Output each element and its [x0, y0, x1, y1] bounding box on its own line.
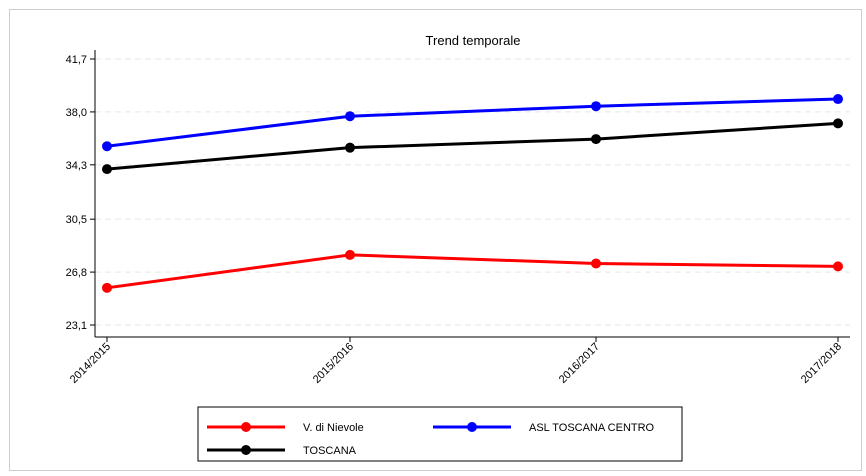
data-point: [833, 94, 843, 105]
series-3: [102, 118, 843, 175]
chart-frame: Trend temporale 41,7 38,0 34,3 30,5 26,8 23,1…: [9, 9, 862, 471]
x-tick-label: 2017/2018: [799, 341, 844, 386]
axes: [90, 50, 850, 342]
x-tick-labels: 2014/2015 2015/2016 2016/2017 2017/2018: [68, 341, 844, 386]
data-point: [591, 134, 601, 145]
legend-item: V. di Nievole: [207, 422, 364, 434]
legend-box: [197, 406, 683, 462]
series-lines: [102, 94, 843, 293]
y-tick-label: 23,1: [66, 320, 87, 332]
y-tick-label: 30,5: [66, 214, 87, 226]
series-line: [106, 253, 839, 290]
legend-label: TOSCANA: [303, 445, 357, 457]
legend: V. di Nievole ASL TOSCANA CENTRO TOSCANA: [197, 406, 683, 462]
legend-item: ASL TOSCANA CENTRO: [433, 422, 655, 434]
data-point: [102, 164, 112, 175]
series-2: [102, 94, 843, 152]
y-tick-label: 26,8: [66, 267, 87, 279]
data-point: [833, 261, 843, 272]
data-point: [102, 141, 112, 152]
data-point: [345, 249, 355, 260]
series-line: [106, 97, 839, 148]
legend-item: TOSCANA: [207, 445, 357, 457]
y-tick-label: 34,3: [66, 160, 87, 172]
legend-label: ASL TOSCANA CENTRO: [529, 422, 655, 434]
legend-swatch-marker: [467, 422, 477, 432]
chart-title: Trend temporale: [426, 33, 521, 48]
y-tick-label: 41,7: [66, 54, 87, 66]
legend-label: V. di Nievole: [303, 422, 364, 434]
x-tick-label: 2016/2017: [557, 341, 602, 386]
data-point: [591, 258, 601, 269]
data-point: [345, 142, 355, 153]
x-tick-label: 2015/2016: [311, 341, 356, 386]
series-1: [102, 249, 843, 293]
legend-swatch-marker: [241, 422, 251, 432]
x-tick-label: 2014/2015: [68, 341, 113, 386]
legend-swatch-marker: [241, 445, 251, 455]
y-tick-label: 38,0: [66, 107, 87, 119]
data-point: [591, 101, 601, 112]
grid-lines: [95, 58, 850, 326]
data-point: [345, 111, 355, 122]
line-chart: Trend temporale 41,7 38,0 34,3 30,5 26,8 23,1…: [66, 33, 850, 462]
data-point: [102, 282, 112, 293]
y-tick-labels: 41,7 38,0 34,3 30,5 26,8 23,1: [66, 54, 87, 332]
series-line: [106, 121, 839, 171]
data-point: [833, 118, 843, 129]
